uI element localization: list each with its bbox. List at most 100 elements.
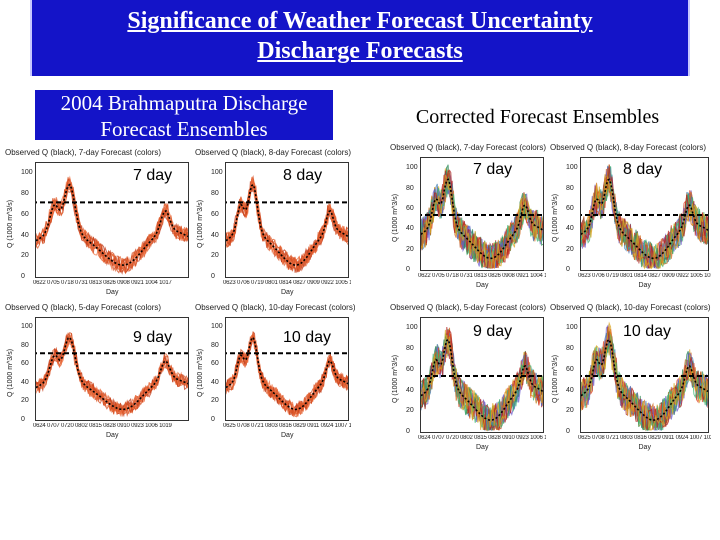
y-tick-label: 20 (566, 245, 574, 253)
observed-discharge-line (581, 338, 708, 421)
ensemble-member-line (226, 331, 348, 418)
y-axis-label: Q (1000 m^3/s) (197, 199, 204, 248)
lead-time-label: 9 day (130, 329, 176, 347)
y-tick-label: 80 (211, 341, 219, 349)
y-axis-label: Q (1000 m^3/s) (7, 199, 14, 248)
y-tick-label: 100 (21, 169, 33, 177)
x-axis-label: Day (106, 432, 119, 439)
ensemble-graphic (36, 331, 188, 418)
y-tick-label: 40 (21, 231, 29, 239)
y-tick-label: 0 (406, 266, 410, 273)
observed-discharge-line (36, 183, 188, 266)
y-tick-label: 20 (21, 252, 29, 260)
x-date-ticks: 0623 0706 0719 0801 0814 0827 0909 0922 … (223, 280, 351, 286)
left-panel-4: Observed Q (black), 10-day Forecast (col… (195, 303, 355, 451)
ensemble-graphic (226, 175, 348, 274)
y-tick-label: 100 (211, 323, 223, 331)
y-tick-label: 80 (566, 345, 574, 353)
y-tick-label: 20 (406, 407, 414, 415)
y-tick-label: 100 (566, 164, 578, 172)
hydrograph-plot (420, 157, 544, 271)
lead-time-label: 7 day (130, 167, 176, 185)
ensemble-member-line (36, 176, 188, 275)
x-date-ticks: 0625 0708 0721 0803 0816 0829 0911 0924 … (223, 423, 351, 429)
left-panel-1: Observed Q (black), 7-day Forecast (colo… (5, 148, 195, 308)
y-tick-label: 40 (211, 231, 219, 239)
panel-header: Observed Q (black), 7-day Forecast (colo… (390, 143, 547, 152)
y-tick-label: 80 (21, 190, 29, 198)
panel-header: Observed Q (black), 5-day Forecast (colo… (5, 303, 162, 312)
y-tick-label: 40 (566, 225, 574, 233)
ensemble-graphic (421, 164, 543, 270)
panel-header: Observed Q (black), 7-day Forecast (colo… (5, 148, 162, 157)
x-date-ticks: 0624 0707 0720 0802 0815 0828 0910 0923 … (418, 435, 546, 441)
right-panel-4: Observed Q (black), 10-day Forecast (col… (550, 303, 715, 463)
ensemble-member-line (36, 334, 188, 414)
y-tick-label: 40 (406, 386, 414, 394)
x-axis-label: Day (638, 444, 651, 451)
y-axis-label: Q (1000 m^3/s) (392, 354, 399, 403)
observed-discharge-line (36, 336, 188, 411)
ensemble-member-line (421, 174, 543, 269)
y-tick-label: 0 (21, 273, 25, 280)
ensemble-member-line (421, 169, 543, 269)
y-tick-label: 0 (211, 416, 215, 423)
title-line-1: Significance of Weather Forecast Uncerta… (127, 8, 593, 34)
y-axis-label: Q (1000 m^3/s) (392, 193, 399, 242)
y-tick-label: 80 (211, 190, 219, 198)
y-axis-label: Q (1000 m^3/s) (552, 354, 559, 403)
x-date-ticks: 0625 0708 0721 0803 0816 0829 0911 0924 … (578, 435, 711, 441)
observed-discharge-line (226, 336, 348, 411)
ensemble-graphic (226, 331, 348, 418)
y-tick-label: 40 (406, 225, 414, 233)
ensemble-graphic (421, 326, 543, 432)
y-axis-label: Q (1000 m^3/s) (197, 348, 204, 397)
y-tick-label: 80 (566, 184, 574, 192)
lead-time-label: 10 day (280, 329, 335, 347)
x-date-ticks: 0624 0707 0720 0802 0815 0828 0910 0923 … (33, 423, 172, 429)
y-tick-label: 60 (21, 210, 29, 218)
lead-time-label: 8 day (280, 167, 326, 185)
y-tick-label: 80 (21, 341, 29, 349)
y-tick-label: 20 (211, 252, 219, 260)
ensemble-graphic (36, 175, 188, 275)
y-tick-label: 20 (21, 397, 29, 405)
y-tick-label: 0 (566, 266, 570, 273)
right-panel-2: Observed Q (black), 8-day Forecast (colo… (550, 143, 715, 301)
observed-discharge-line (421, 178, 543, 260)
ensemble-member-line (36, 180, 188, 273)
observed-discharge-line (421, 338, 543, 421)
y-tick-label: 20 (211, 397, 219, 405)
y-tick-label: 60 (406, 365, 414, 373)
y-tick-label: 100 (21, 323, 33, 331)
ensemble-member-line (226, 179, 348, 272)
ensemble-member-line (226, 176, 348, 269)
y-tick-label: 20 (566, 407, 574, 415)
x-date-ticks: 0622 0705 0718 0731 0813 0826 0908 0921 … (33, 280, 172, 286)
y-tick-label: 0 (211, 273, 215, 280)
lead-time-label: 10 day (620, 323, 675, 341)
y-tick-label: 0 (566, 428, 570, 435)
y-tick-label: 60 (211, 210, 219, 218)
ensemble-member-line (581, 164, 708, 269)
y-tick-label: 100 (406, 164, 418, 172)
y-axis-label: Q (1000 m^3/s) (552, 193, 559, 242)
right-panel-1: Observed Q (black), 7-day Forecast (colo… (390, 143, 550, 301)
ensemble-graphic (581, 164, 708, 270)
ensemble-member-line (581, 321, 708, 431)
y-tick-label: 100 (406, 324, 418, 332)
y-tick-label: 0 (21, 416, 25, 423)
left-panel-2: Observed Q (black), 8-day Forecast (colo… (195, 148, 355, 308)
lead-time-label: 8 day (620, 161, 666, 179)
observed-discharge-line (581, 178, 708, 260)
y-tick-label: 80 (406, 184, 414, 192)
ensemble-member-line (36, 342, 188, 418)
x-axis-label: Day (281, 432, 294, 439)
panel-header: Observed Q (black), 5-day Forecast (colo… (390, 303, 547, 312)
ensemble-member-line (36, 178, 188, 274)
y-tick-label: 60 (406, 204, 414, 212)
lead-time-label: 9 day (470, 323, 516, 341)
y-tick-label: 40 (21, 378, 29, 386)
x-axis-label: Day (106, 289, 119, 296)
x-date-ticks: 0622 0705 0718 0731 0813 0826 0908 0921 … (418, 273, 546, 279)
